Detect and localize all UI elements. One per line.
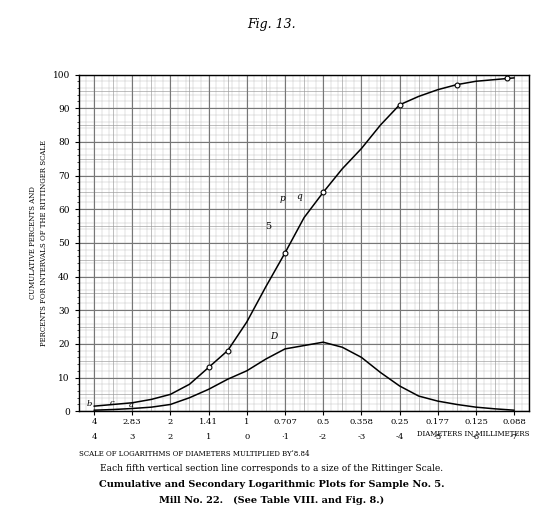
Text: c: c: [109, 399, 114, 407]
Text: -2: -2: [319, 433, 327, 442]
Y-axis label: CUMULATIVE PERCENTS AND
PERCENTS FOR INTERVALS OF THE RITTINGER SCALE: CUMULATIVE PERCENTS AND PERCENTS FOR INT…: [29, 140, 48, 346]
Text: -7: -7: [510, 433, 518, 442]
Text: -5: -5: [434, 433, 442, 442]
Text: -3: -3: [357, 433, 365, 442]
Text: D: D: [270, 332, 277, 341]
Text: -6: -6: [472, 433, 480, 442]
Text: Cumulative and Secondary Logarithmic Plots for Sample No. 5.: Cumulative and Secondary Logarithmic Plo…: [99, 480, 444, 489]
Text: 0: 0: [244, 433, 249, 442]
Text: ·1: ·1: [281, 433, 289, 442]
Text: 5: 5: [265, 223, 271, 231]
Text: b: b: [86, 400, 92, 408]
Text: 3: 3: [130, 433, 135, 442]
Text: Mill No. 22.   (See Table VIII. and Fig. 8.): Mill No. 22. (See Table VIII. and Fig. 8…: [159, 496, 384, 505]
Text: Each fifth vertical section line corresponds to a size of the Rittinger Scale.: Each fifth vertical section line corresp…: [100, 464, 443, 473]
Text: p: p: [279, 194, 285, 203]
Text: 1: 1: [206, 433, 211, 442]
Text: -4: -4: [395, 433, 404, 442]
Text: SCALE OF LOGARITHMS OF DIAMETERS MULTIPLIED BYʹ8.84: SCALE OF LOGARITHMS OF DIAMETERS MULTIPL…: [79, 450, 309, 458]
Text: a: a: [128, 401, 134, 409]
Text: q: q: [296, 192, 302, 201]
Text: Fig. 13.: Fig. 13.: [247, 18, 296, 31]
Text: DIAMETERS IN MILLIMETERS: DIAMETERS IN MILLIMETERS: [417, 430, 529, 438]
Text: 2: 2: [168, 433, 173, 442]
Text: 4: 4: [91, 433, 97, 442]
